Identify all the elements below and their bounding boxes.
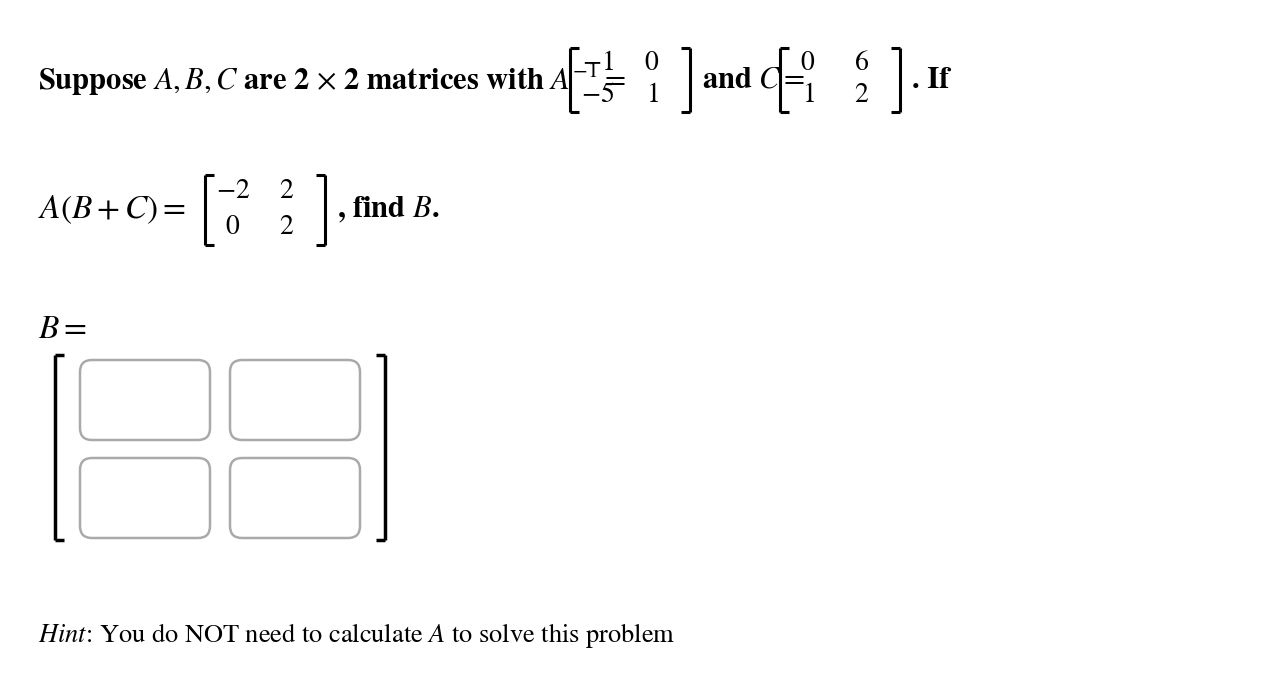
Text: $0$: $0$ — [644, 51, 660, 76]
Text: $0$: $0$ — [226, 216, 241, 241]
FancyBboxPatch shape — [230, 360, 360, 440]
Text: $\mathit{A}(\mathit{B}+\mathit{C})=$: $\mathit{A}(\mathit{B}+\mathit{C})=$ — [38, 194, 185, 226]
Text: $0$: $0$ — [800, 51, 815, 76]
Text: . If: . If — [912, 66, 949, 93]
Text: $6$: $6$ — [855, 51, 869, 76]
FancyBboxPatch shape — [80, 458, 211, 538]
Text: $-2$: $-2$ — [216, 180, 250, 205]
Text: $-1$: $-1$ — [582, 51, 614, 76]
Text: $\mathit{Hint}$: You do NOT need to calculate $\mathit{A}$ to solve this problem: $\mathit{Hint}$: You do NOT need to calc… — [38, 621, 675, 650]
FancyBboxPatch shape — [230, 458, 360, 538]
Text: , find $\mathit{B}$.: , find $\mathit{B}$. — [337, 195, 439, 225]
Text: $1$: $1$ — [801, 84, 814, 109]
FancyBboxPatch shape — [80, 360, 211, 440]
Text: $-5$: $-5$ — [582, 84, 615, 109]
Text: and $\mathit{C}=$: and $\mathit{C}=$ — [702, 66, 805, 93]
Text: $2$: $2$ — [279, 180, 295, 205]
Text: $1$: $1$ — [646, 84, 658, 109]
Text: Suppose $\mathit{A}, \mathit{B}, \mathit{C}$ are 2 $\times$ 2 matrices with $\ma: Suppose $\mathit{A}, \mathit{B}, \mathit… — [38, 62, 625, 98]
Text: $2$: $2$ — [279, 216, 295, 241]
Text: $2$: $2$ — [855, 84, 869, 109]
Text: $\mathit{B}=$: $\mathit{B}=$ — [38, 315, 87, 345]
